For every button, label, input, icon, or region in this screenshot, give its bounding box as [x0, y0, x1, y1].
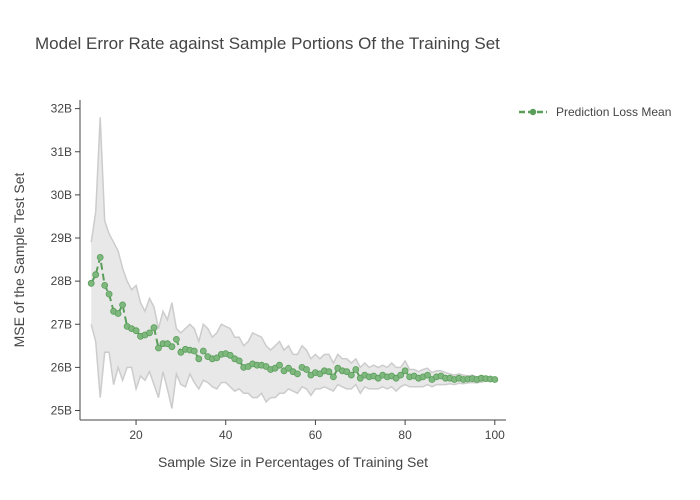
mean-series-point: [195, 355, 203, 363]
y-tick-label: 32B: [51, 102, 72, 116]
range-band-upper-line: [90, 117, 495, 380]
x-tick-label: 40: [219, 428, 233, 442]
legend[interactable]: Prediction Loss Mean: [518, 105, 671, 119]
mean-series-point: [168, 343, 176, 351]
mean-series-point: [347, 371, 355, 379]
mean-series-point: [190, 347, 198, 355]
mean-series-point: [303, 366, 310, 373]
mean-series-point: [114, 310, 122, 317]
mean-series-point: [92, 271, 100, 279]
legend-swatch-icon: [519, 108, 547, 116]
y-tick-label: 30B: [51, 188, 72, 202]
y-tick-label: 27B: [51, 317, 72, 331]
mean-series-point: [325, 368, 333, 376]
y-tick-label: 29B: [51, 231, 72, 245]
mean-series-point: [276, 361, 283, 369]
mean-series-point: [213, 354, 221, 362]
y-tick-label: 25B: [51, 404, 72, 418]
y-axis-title: MSE of the Sample Test Set: [11, 172, 27, 348]
mean-series-point: [491, 376, 499, 383]
range-band-lower-line: [90, 324, 495, 409]
mean-series-point: [119, 301, 126, 309]
y-tick-label: 28B: [51, 274, 72, 288]
mean-series-point: [226, 351, 234, 359]
range-band-fill: [91, 117, 495, 409]
mean-series-point: [343, 368, 351, 376]
mean-series-point: [352, 366, 360, 373]
x-tick-label: 80: [398, 428, 412, 442]
mean-series-point: [329, 373, 337, 381]
range-band-layer: [90, 117, 495, 409]
mean-series-point: [132, 327, 140, 335]
y-tick-label: 26B: [51, 360, 72, 374]
mean-series-point: [285, 364, 292, 372]
x-tick-label: 60: [309, 428, 323, 442]
mean-series-point: [87, 279, 95, 287]
mean-series-point: [101, 281, 109, 289]
mean-series-point: [424, 371, 431, 379]
x-tick-label: 100: [485, 428, 505, 442]
mean-series-point: [150, 324, 158, 332]
mean-series-point: [235, 357, 243, 365]
mean-series-point: [316, 370, 324, 378]
mean-series-point: [392, 374, 400, 382]
mean-series-point: [397, 371, 405, 379]
series-layer: [87, 253, 499, 383]
x-axis-title: Sample Size in Percentages of Training S…: [157, 454, 429, 470]
mean-series-point: [146, 329, 153, 337]
mean-series-point: [199, 347, 207, 355]
mean-series-point: [374, 374, 382, 382]
y-tick-label: 31B: [51, 145, 72, 159]
axes-layer: 25B 26B 27B 28B 29B 30B 31B 32B 20 40 60 80 100: [51, 100, 506, 442]
mean-series-point: [155, 344, 162, 352]
x-tick-label: 20: [129, 428, 143, 442]
chart-title: Model Error Rate against Sample Portions…: [35, 34, 500, 53]
mean-series-point: [96, 253, 104, 261]
mean-series-point: [172, 335, 180, 343]
mean-series-point: [294, 370, 301, 378]
legend-label: Prediction Loss Mean: [556, 105, 672, 119]
mean-series-point: [401, 367, 409, 375]
mean-series-point: [105, 290, 113, 298]
